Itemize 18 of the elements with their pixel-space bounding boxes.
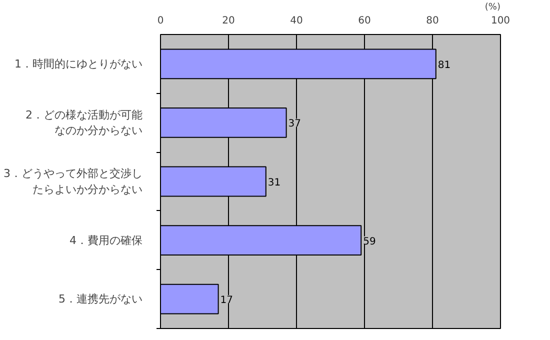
x-tick-label: 20 — [222, 16, 235, 26]
y-tick-label: 4．費用の確保 — [70, 234, 142, 247]
data-label: 37 — [288, 118, 302, 130]
x-axis-title: (%) — [484, 2, 501, 12]
x-tick-label: 100 — [490, 16, 510, 26]
y-tick-label: 2．どの様な活動が可能なのか分からない — [26, 108, 142, 137]
data-label: 81 — [438, 60, 451, 71]
data-label: 31 — [268, 178, 281, 188]
data-label: 17 — [220, 295, 234, 306]
bar — [160, 284, 219, 314]
x-tick-label: 60 — [358, 16, 371, 26]
x-tick-label: 40 — [290, 16, 303, 26]
x-tick-label: 80 — [426, 16, 439, 26]
x-tick-label: 0 — [157, 16, 164, 26]
y-tick-label: 1．時間的にゆとりがない — [14, 57, 142, 70]
y-tick-label: 5．連携先がない — [58, 292, 142, 306]
data-label: 59 — [363, 236, 376, 248]
y-tick-label: 3．どうやって外部と交渉したらよいか分からない — [4, 167, 142, 196]
